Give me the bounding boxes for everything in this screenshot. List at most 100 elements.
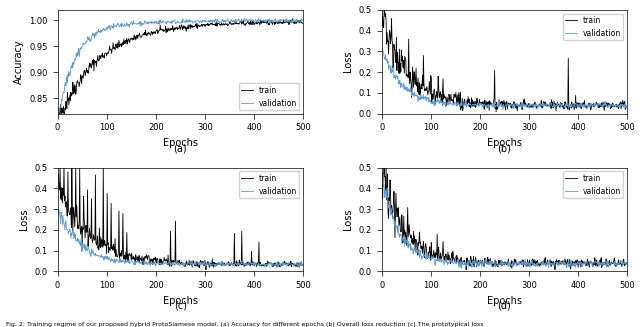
validation — [378, 172, 385, 176]
X-axis label: Epochs: Epochs — [163, 138, 198, 148]
validation — [495, 265, 502, 269]
validation — [255, 262, 262, 266]
Line: validation: validation — [58, 207, 303, 267]
train — [623, 105, 630, 109]
validation — [579, 104, 587, 108]
train — [524, 258, 531, 262]
Line: train: train — [381, 10, 627, 112]
Legend: train, validation: train, validation — [563, 171, 623, 198]
train — [524, 102, 532, 106]
Y-axis label: Loss: Loss — [343, 209, 353, 230]
train — [551, 267, 559, 271]
train — [200, 264, 208, 268]
validation — [54, 205, 61, 209]
validation — [579, 263, 587, 267]
validation — [170, 262, 178, 266]
train — [495, 101, 502, 105]
validation — [299, 262, 307, 266]
validation — [511, 260, 518, 264]
X-axis label: Epochs: Epochs — [487, 296, 522, 306]
train — [172, 26, 180, 30]
validation — [241, 16, 248, 20]
train — [289, 17, 296, 21]
train — [172, 261, 180, 265]
Y-axis label: Loss: Loss — [19, 209, 29, 230]
train — [54, 119, 62, 123]
train — [494, 265, 502, 269]
train — [255, 20, 263, 24]
Line: validation: validation — [58, 18, 303, 120]
validation — [618, 102, 625, 106]
Line: validation: validation — [381, 42, 627, 110]
train — [171, 260, 179, 264]
validation — [54, 112, 61, 115]
train — [496, 103, 504, 107]
Line: train: train — [58, 168, 303, 270]
Text: (d): (d) — [497, 301, 511, 311]
train — [187, 26, 195, 30]
Legend: train, validation: train, validation — [563, 14, 623, 40]
validation — [623, 103, 630, 107]
validation — [618, 260, 625, 264]
Text: (a): (a) — [173, 143, 187, 153]
train — [294, 19, 301, 23]
X-axis label: Epochs: Epochs — [163, 296, 198, 306]
validation — [172, 262, 179, 266]
validation — [524, 261, 532, 265]
validation — [55, 118, 63, 122]
train — [299, 263, 307, 267]
validation — [378, 40, 385, 44]
Y-axis label: Loss: Loss — [343, 51, 353, 73]
validation — [496, 104, 504, 108]
train — [511, 101, 518, 105]
train — [299, 21, 307, 25]
Text: (c): (c) — [174, 301, 187, 311]
train — [579, 101, 587, 105]
train — [200, 22, 208, 26]
train — [511, 257, 518, 261]
validation — [511, 105, 518, 109]
validation — [172, 21, 180, 25]
X-axis label: Epochs: Epochs — [487, 138, 522, 148]
Line: train: train — [381, 168, 627, 269]
train — [492, 110, 500, 113]
Legend: train, validation: train, validation — [239, 171, 300, 198]
train — [54, 112, 61, 115]
train — [623, 262, 630, 266]
validation — [299, 18, 307, 22]
train — [255, 264, 263, 267]
validation — [623, 263, 630, 267]
train — [54, 175, 61, 179]
train — [171, 27, 179, 31]
validation — [200, 19, 208, 23]
Text: (b): (b) — [497, 143, 511, 153]
train — [202, 268, 210, 272]
train — [56, 166, 64, 170]
train — [187, 261, 195, 265]
validation — [524, 103, 532, 107]
validation — [171, 18, 179, 22]
validation — [274, 265, 282, 269]
validation — [186, 262, 194, 266]
validation — [494, 101, 502, 105]
train — [618, 106, 625, 110]
train — [618, 262, 625, 266]
validation — [499, 108, 507, 112]
validation — [187, 20, 195, 24]
validation — [200, 261, 207, 265]
validation — [496, 263, 504, 267]
Legend: train, validation: train, validation — [239, 83, 300, 110]
train — [294, 261, 301, 265]
train — [378, 8, 385, 12]
train — [579, 259, 587, 263]
validation — [294, 19, 301, 23]
validation — [255, 19, 263, 23]
Text: Fig. 2: Training regime of our proposed hybrid ProtoSiamese model. (a) Accuracy : Fig. 2: Training regime of our proposed … — [6, 322, 484, 327]
Line: validation: validation — [381, 174, 627, 268]
Y-axis label: Accuracy: Accuracy — [14, 39, 24, 84]
Line: train: train — [58, 19, 303, 121]
validation — [458, 266, 465, 270]
train — [378, 166, 385, 170]
validation — [293, 261, 301, 265]
train — [496, 261, 504, 265]
